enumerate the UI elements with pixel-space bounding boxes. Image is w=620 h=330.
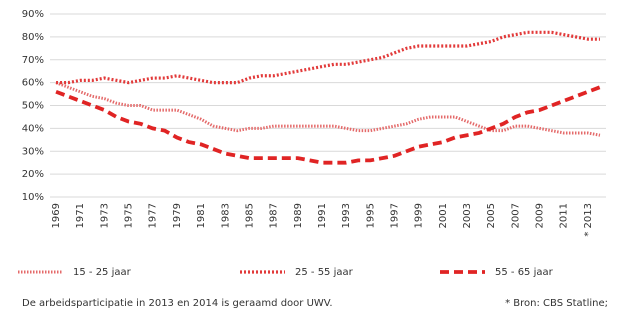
line-series	[55, 81, 601, 137]
x-tick-label: 1975	[124, 203, 135, 228]
x-tick-label: 1987	[269, 203, 280, 228]
x-tick-label: 2011	[559, 203, 570, 228]
source-note: * Bron: CBS Statline;	[505, 298, 608, 309]
legend-label: 15 - 25 jaar	[73, 267, 132, 278]
y-tick-label: 10%	[22, 192, 44, 203]
footnote: De arbeidsparticipatie in 2013 en 2014 i…	[22, 298, 333, 309]
x-tick-label: 2009	[535, 203, 546, 228]
x-tick-label: 2003	[462, 203, 473, 228]
x-tick-label: 1999	[414, 203, 425, 228]
x-tick-label: 2005	[486, 203, 497, 228]
line-series	[55, 85, 601, 165]
y-tick-label: 80%	[22, 32, 44, 43]
x-tick-label: 1991	[317, 203, 328, 228]
y-tick-label: 30%	[22, 146, 44, 157]
y-tick-label: 70%	[22, 55, 44, 66]
x-tick-label: 1969	[51, 203, 62, 228]
x-tick-label: 2001	[438, 203, 449, 228]
x-tick-label: 2007	[510, 203, 521, 228]
x-tick-label: 1971	[75, 203, 86, 228]
x-tick-label: 1973	[99, 203, 110, 228]
x-tick-label: 1981	[196, 203, 207, 228]
x-tick-label: 1995	[365, 203, 376, 228]
y-tick-label: 50%	[22, 101, 44, 112]
y-tick-label: 60%	[22, 78, 44, 89]
x-tick-label: 1977	[148, 203, 159, 228]
y-tick-label: 90%	[22, 9, 44, 20]
y-tick-label: 40%	[22, 123, 44, 134]
legend-label: 25 - 55 jaar	[295, 267, 354, 278]
y-tick-label: 20%	[22, 169, 44, 180]
x-tick-label: 1983	[220, 203, 231, 228]
legend-label: 55 - 65 jaar	[495, 267, 554, 278]
x-tick-label: 1997	[389, 203, 400, 228]
x-tick-label: 1993	[341, 203, 352, 228]
x-tick-label: 1979	[172, 203, 183, 228]
x-tick-label: 1989	[293, 203, 304, 228]
x-tick-label: * 2013	[583, 203, 594, 237]
x-tick-label: 1985	[244, 203, 255, 228]
line-series	[56, 30, 600, 85]
